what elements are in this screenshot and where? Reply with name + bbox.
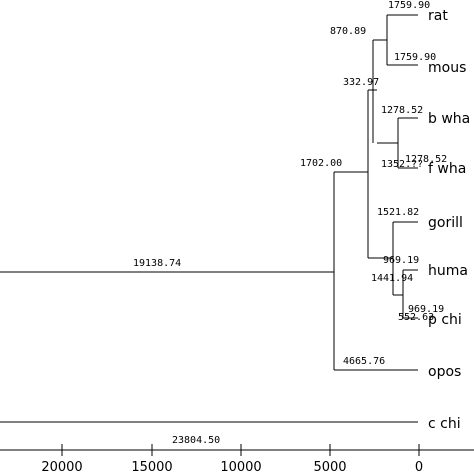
axis-tick-label-20000: 20000 (41, 460, 82, 474)
outgroup-branch-length: 23804.50 (172, 435, 220, 446)
rodent-stem-length: 870.89 (330, 26, 366, 37)
upper-eutherian-length: 332.97 (343, 77, 379, 88)
mouse-branch-length: 1759.90 (394, 52, 436, 63)
taxon-label-c-chimp: c chi (428, 416, 461, 432)
taxon-label-p-chimp: p chi (428, 312, 462, 328)
b-whale-branch-length: 1278.52 (381, 105, 423, 116)
whale-stem-length: 1352.?? (381, 159, 423, 170)
opossum-branch-length: 4665.76 (343, 356, 385, 367)
taxon-label-human: huma (428, 263, 468, 279)
scale-axis: 20000 15000 10000 5000 0 (0, 444, 474, 474)
human-branch-length: 969.19 (383, 255, 419, 266)
whale-clade (377, 117, 418, 169)
p-chimp-branch-length: 969.19 (408, 304, 444, 315)
f-whale-branch-length: 1278.52 (405, 154, 447, 165)
axis-tick-label-10000: 10000 (220, 460, 261, 474)
mammal-node (0, 172, 418, 371)
eutherian-node (334, 90, 369, 258)
primate-stem-length: 1441.94 (371, 273, 413, 284)
gorilla-branch-length: 1521.82 (377, 207, 419, 218)
axis-tick-label-0: 0 (415, 460, 423, 474)
taxon-label-rat: rat (428, 8, 448, 24)
axis-tick-label-15000: 15000 (131, 460, 172, 474)
taxon-label-opossum: opos (428, 364, 461, 380)
taxon-label-mouse: mous (428, 60, 466, 76)
rat-branch-length: 1759.90 (388, 0, 430, 11)
taxon-label-f-whale: f wha (428, 161, 466, 177)
axis-tick-label-5000: 5000 (313, 460, 346, 474)
taxon-label-b-whale: b wha (428, 111, 470, 127)
eutherian-stem-length: 1702.00 (300, 158, 342, 169)
primate-clade (368, 221, 418, 319)
human-chimp-stem-length: 552.63 (398, 312, 434, 323)
upper-eutherian-node (368, 40, 377, 143)
mammal-stem-length: 19138.74 (133, 258, 181, 269)
taxon-label-gorilla: gorill (428, 215, 463, 231)
rodent-clade (373, 14, 418, 66)
